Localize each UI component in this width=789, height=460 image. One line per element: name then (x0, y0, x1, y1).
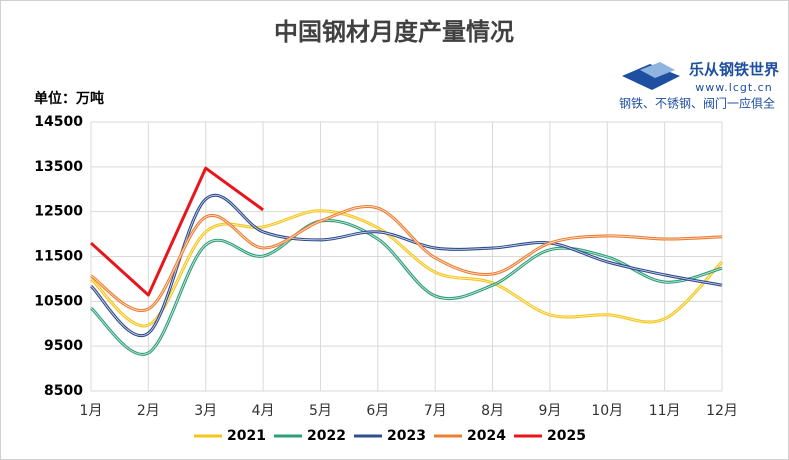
x-tick-label: 6月 (366, 403, 389, 419)
x-tick-label: 3月 (194, 403, 217, 419)
y-tick-label: 12500 (34, 204, 83, 220)
y-tick-label: 9500 (44, 338, 83, 354)
series-line (89, 166, 264, 297)
x-tick-label: 9月 (538, 403, 561, 419)
logo-slogan: 钢铁、不锈钢、阀门一应俱全 (619, 96, 775, 111)
series-line-highlight (90, 220, 723, 355)
x-tick-label: 1月 (80, 403, 103, 419)
series-line-highlight (90, 206, 723, 311)
y-tick-label: 13500 (34, 159, 83, 175)
legend-label: 2022 (307, 428, 346, 444)
logo-name: 乐从钢铁世界 (689, 61, 779, 79)
y-tick-label: 11500 (34, 249, 83, 265)
legend-label: 2021 (227, 428, 266, 444)
logo-icon (640, 62, 675, 78)
x-tick-label: 2月 (137, 403, 160, 419)
y-tick-label: 10500 (34, 293, 83, 309)
unit-label: 单位：万吨 (34, 90, 104, 107)
x-tick-label: 11月 (649, 403, 681, 419)
chart-title: 中国钢材月度产量情况 (274, 18, 514, 46)
series-line-highlight (90, 210, 723, 327)
x-tick-label: 4月 (252, 403, 275, 419)
x-tick-label: 7月 (424, 403, 447, 419)
legend-label: 2023 (387, 428, 426, 444)
x-tick-label: 5月 (309, 403, 332, 419)
logo: 乐从钢铁世界 www.lcgt.cn 钢铁、不锈钢、阀门一应俱全 (619, 61, 779, 111)
y-tick-label: 14500 (34, 114, 83, 130)
x-tick-label: 10月 (591, 403, 623, 419)
legend-label: 2025 (547, 428, 586, 444)
y-tick-label: 8500 (44, 383, 83, 399)
x-tick-label: 8月 (481, 403, 504, 419)
logo-url: www.lcgt.cn (695, 81, 772, 94)
legend-label: 2024 (467, 428, 506, 444)
x-tick-label: 12月 (706, 403, 738, 419)
